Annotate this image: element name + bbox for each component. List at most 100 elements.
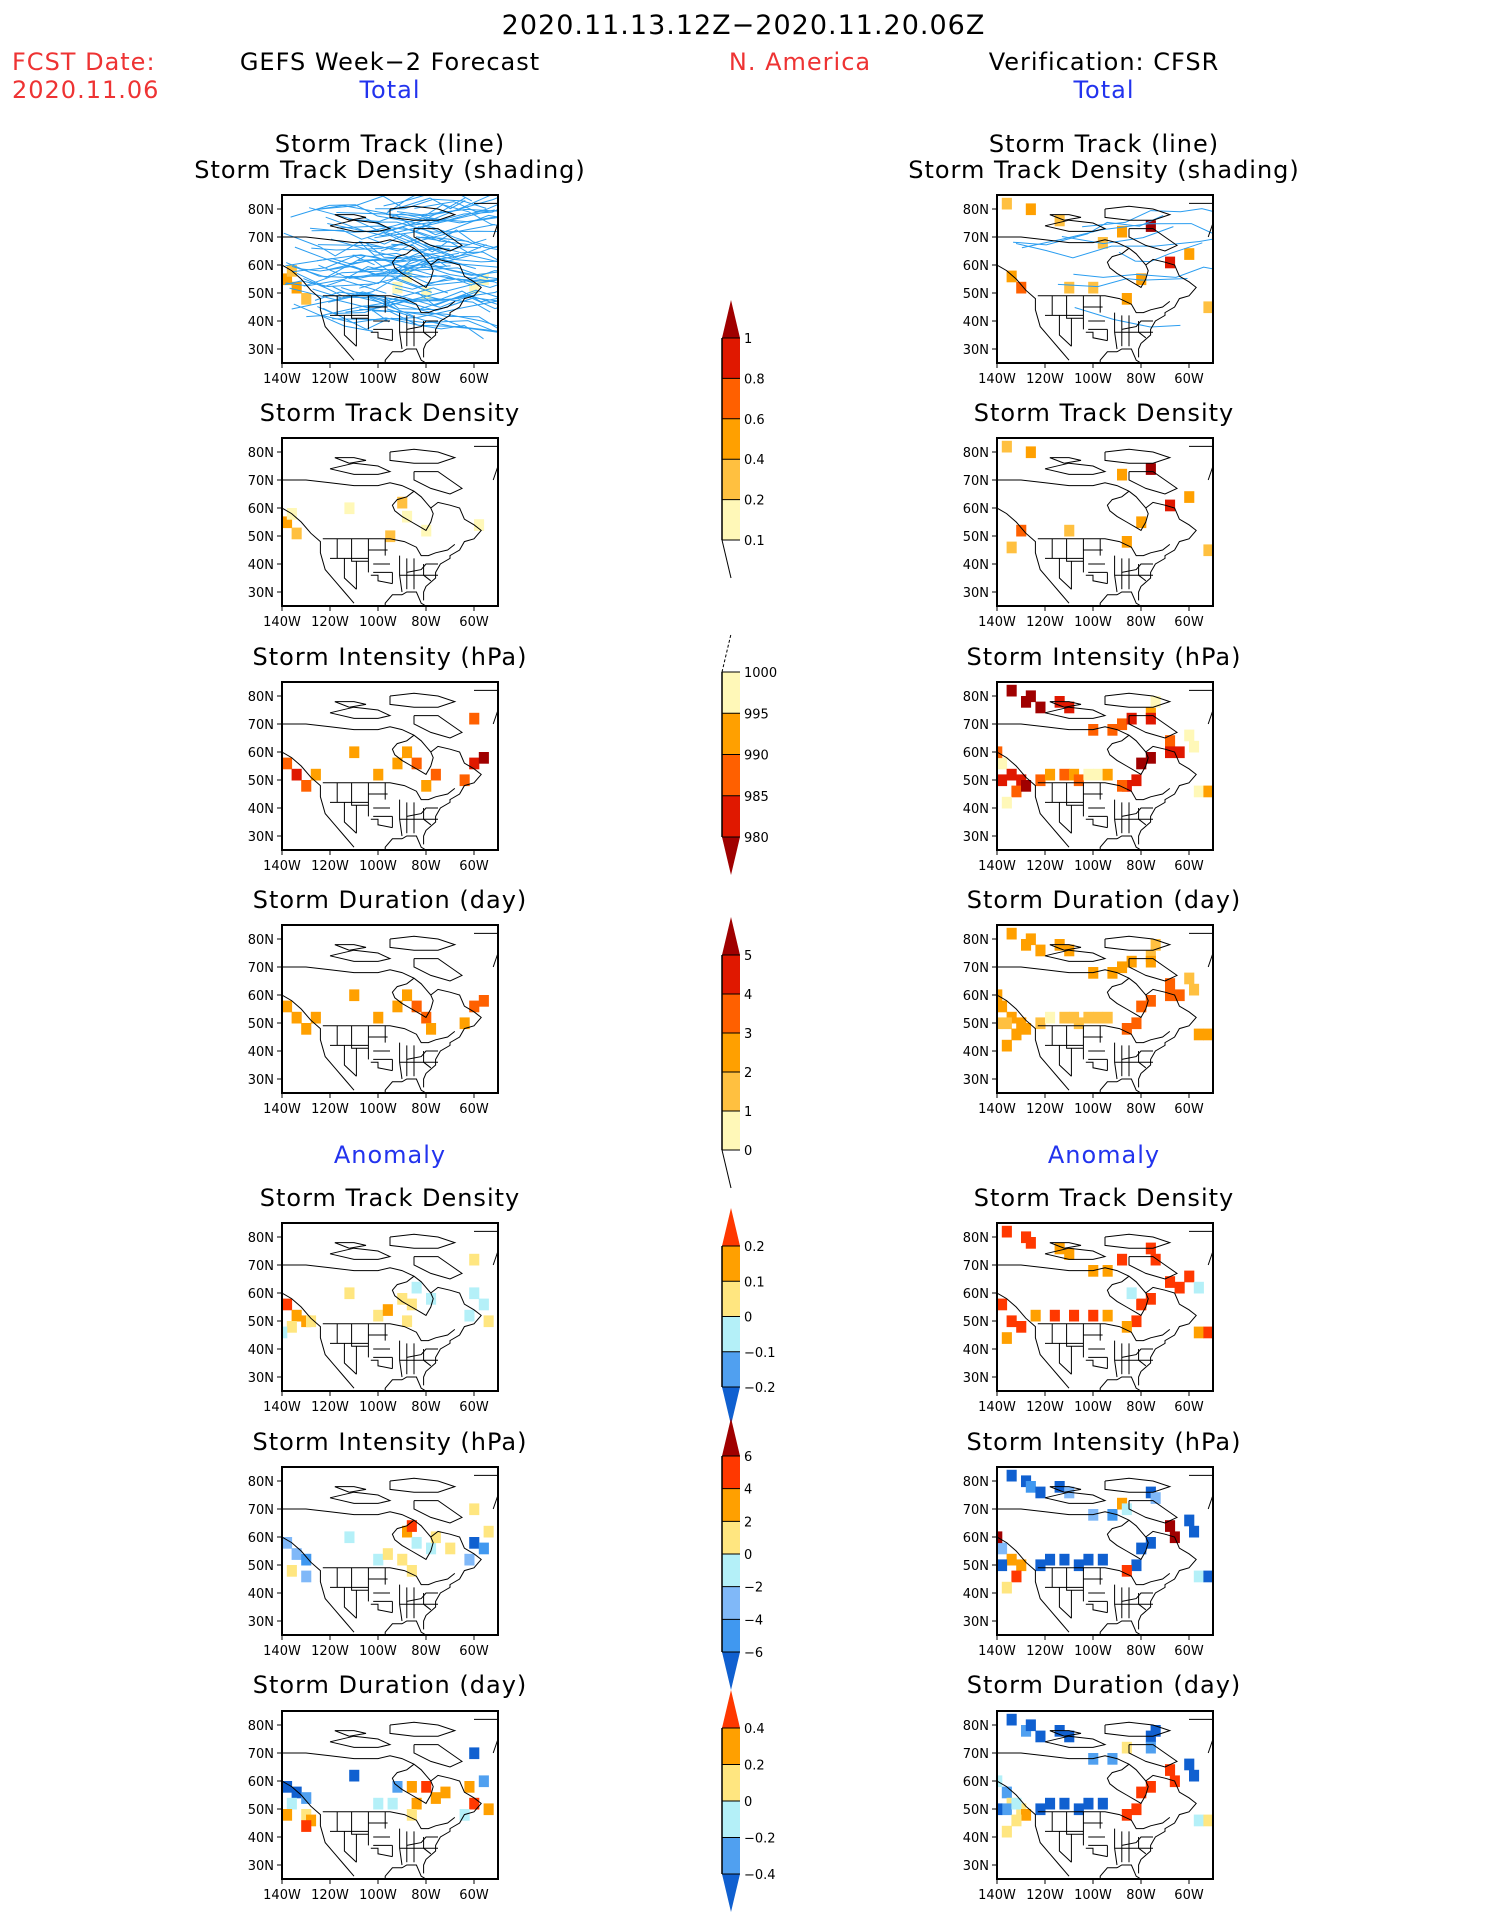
y-tick-label: 70N (963, 231, 989, 246)
state-border (423, 321, 432, 339)
arctic-island-outline (413, 228, 463, 252)
state-border (343, 1587, 357, 1619)
colorbar-swatch (722, 1764, 740, 1802)
shaded-cell (469, 1503, 480, 1516)
coastline (423, 1774, 482, 1874)
y-tick-label: 60N (963, 502, 989, 517)
state-border (399, 555, 403, 593)
y-tick-label: 40N (963, 558, 989, 573)
shaded-cell (1121, 1565, 1132, 1577)
x-tick-label: 60W (1174, 1888, 1204, 1903)
storm-track-line (311, 240, 413, 251)
storm-track-line (314, 195, 417, 214)
state-border (1121, 1592, 1153, 1602)
state-border (406, 807, 438, 817)
coastline (997, 1508, 1149, 1561)
shaded-cell (430, 768, 441, 781)
shaded-cell (1174, 1281, 1185, 1294)
x-tick-label: 60W (1174, 372, 1204, 387)
panel-title: Storm Intensity (hPa) (252, 1428, 528, 1456)
colorbar-swatch (722, 1521, 740, 1555)
y-tick-label: 40N (248, 558, 274, 573)
shaded-cell (997, 1803, 1003, 1816)
shaded-cell (1203, 1570, 1213, 1583)
map-frame (281, 1222, 499, 1392)
shaded-cell (344, 1287, 355, 1300)
shaded-cell (411, 1281, 422, 1294)
shaded-cell (464, 1781, 475, 1793)
shaded-cell (1121, 1741, 1132, 1754)
coastline (384, 1379, 402, 1391)
coastline (401, 1620, 427, 1635)
storm-track-line (359, 308, 498, 327)
y-tick-label: 80N (963, 203, 989, 218)
y-tick-label: 60N (963, 1775, 989, 1790)
shaded-cell (421, 1781, 432, 1793)
shaded-cell (1006, 1553, 1017, 1566)
storm-track-line (366, 267, 489, 279)
shaded-cell (1203, 1814, 1213, 1827)
shaded-cell (1145, 1537, 1156, 1549)
state-border (399, 799, 403, 837)
coastline (322, 782, 456, 801)
storm-track-line (332, 300, 498, 321)
coastline (423, 1286, 482, 1386)
colorbar-density-anom: 0.2 0.1 0 −0.1 −0.2 (721, 1208, 776, 1425)
y-tick-label: 40N (248, 1587, 274, 1602)
storm-track-line (399, 254, 498, 268)
map-area (997, 1469, 1213, 1635)
shaded-cell (1054, 214, 1065, 227)
storm-track-line (303, 270, 384, 287)
shaded-cell (1184, 1270, 1195, 1283)
shaded-cell (1001, 1017, 1012, 1030)
coastline (384, 1081, 402, 1093)
map-panel-fcst-anom-duration: 80N 70N 60N 50N 40N 30N 140W 120W 100W 80W 60W (248, 1710, 499, 1903)
x-tick-label: 80W (411, 372, 441, 387)
storm-track-line (325, 209, 495, 237)
storm-track-line (382, 230, 468, 253)
storm-track-line (317, 244, 450, 251)
colorbar-swatch (722, 994, 740, 1034)
shaded-cell (478, 752, 489, 764)
y-tick-label: 70N (248, 1747, 274, 1762)
storm-track-line (291, 255, 366, 278)
arctic-island-outline (329, 949, 392, 962)
map-frame (281, 1466, 499, 1636)
fcst-date-value: 2020.11.06 (12, 76, 160, 104)
colorbar-label: −2 (744, 1581, 763, 1596)
arctic-island-outline (389, 935, 457, 951)
y-tick-label: 60N (248, 1775, 274, 1790)
storm-track-line (391, 263, 498, 285)
shaded-cell (1059, 1011, 1070, 1024)
x-tick-label: 140W (263, 1102, 301, 1117)
state-border (1114, 1584, 1118, 1622)
colorbar-intensity: 1000 995 990 985 980 (721, 633, 777, 875)
shaded-cell (1097, 237, 1108, 249)
map-area (997, 927, 1213, 1093)
arctic-island-outline (389, 205, 457, 221)
shaded-cell (282, 516, 293, 529)
y-tick-label: 70N (963, 1747, 989, 1762)
colorbar-label: 1 (744, 1105, 752, 1120)
state-border (1085, 574, 1108, 585)
state-border (1138, 564, 1147, 582)
shaded-cell (1165, 735, 1176, 747)
x-tick-label: 120W (1026, 1644, 1064, 1659)
x-tick-label: 140W (263, 859, 301, 874)
panel-title: Storm Track (line) (274, 130, 506, 158)
coastline (1138, 1530, 1197, 1630)
shaded-cell (301, 780, 312, 792)
state-border (343, 1343, 357, 1375)
colorbar-max-arrow (722, 917, 740, 955)
shaded-cell (1064, 524, 1075, 537)
shaded-cell (282, 1781, 293, 1793)
coastline (1099, 1623, 1117, 1635)
coastline (1116, 835, 1142, 850)
map-frame (281, 194, 499, 364)
coastline (282, 1264, 434, 1317)
colorbar-swatch (722, 1801, 740, 1838)
shaded-cell (997, 1542, 1008, 1555)
shaded-cell (397, 496, 408, 509)
shaded-cell (1021, 939, 1032, 951)
storm-track-line (355, 263, 498, 283)
